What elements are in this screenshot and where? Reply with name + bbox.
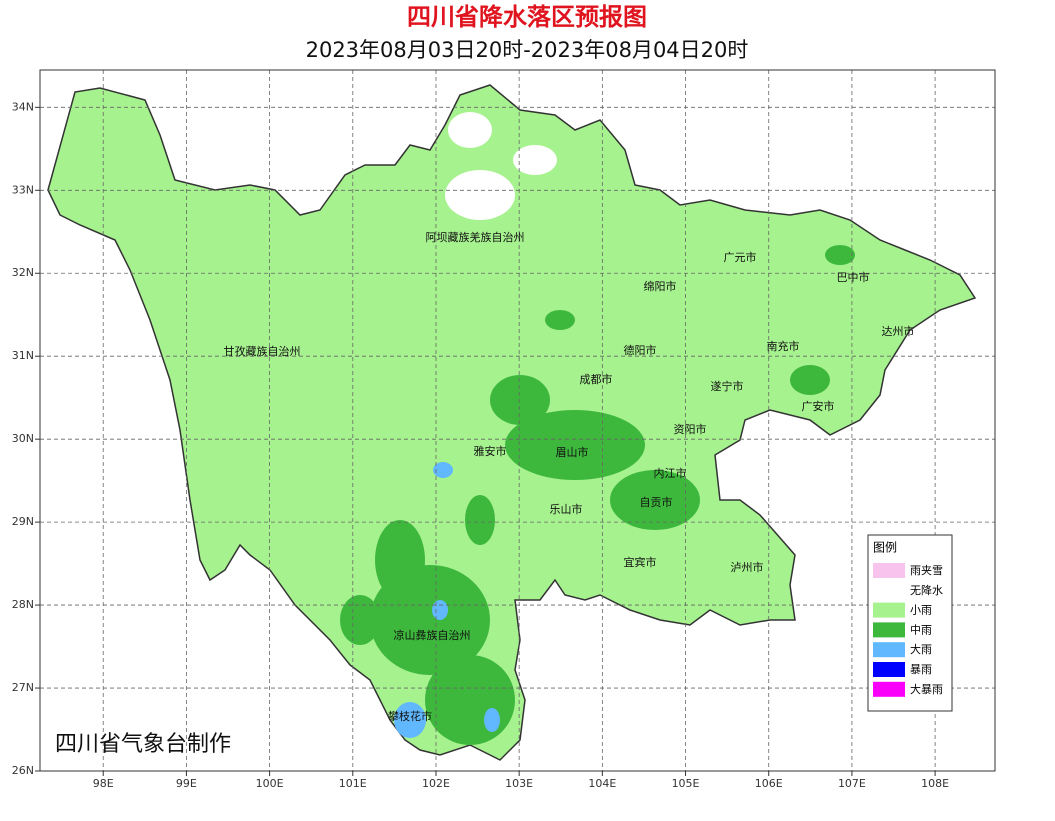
region-label: 达州市	[882, 324, 915, 338]
region-label: 宜宾市	[624, 555, 657, 569]
region-label: 广安市	[802, 399, 835, 413]
legend-label: 中雨	[910, 623, 932, 636]
credit: 四川省气象台制作	[55, 732, 231, 757]
y-tick-label: 30N	[12, 432, 34, 445]
y-tick-label: 34N	[12, 100, 34, 113]
legend-label: 暴雨	[910, 663, 932, 676]
subtitle: 2023年08月03日20时-2023年08月04日20时	[306, 38, 749, 62]
x-tick-label: 99E	[176, 777, 197, 790]
legend-swatch	[873, 681, 905, 697]
region-label: 阿坝藏族羌族自治州	[426, 230, 525, 244]
region-label: 内江市	[654, 466, 687, 480]
no-rain-area	[513, 145, 557, 175]
y-tick-label: 31N	[12, 349, 34, 362]
region-label: 德阳市	[624, 343, 657, 357]
x-tick-label: 100E	[256, 777, 284, 790]
legend-label: 大雨	[910, 642, 932, 656]
map-area: 98E 99E 100E 101E 102E 103E 104E 105E 106E 107E 10…	[12, 70, 995, 790]
x-tick-label: 102E	[422, 777, 450, 790]
legend-swatch	[873, 582, 905, 598]
legend-label: 无降水	[910, 583, 943, 597]
moderate-rain-area	[375, 520, 425, 600]
x-tick-label: 101E	[339, 777, 367, 790]
legend-swatch	[873, 622, 905, 638]
moderate-rain-area	[505, 410, 645, 480]
title: 四川省降水落区预报图	[407, 3, 647, 31]
x-tick-label: 106E	[755, 777, 783, 790]
no-rain-area	[448, 112, 492, 148]
y-tick-label: 29N	[12, 515, 34, 528]
x-tick-label: 105E	[672, 777, 700, 790]
no-rain-area	[445, 170, 515, 220]
moderate-rain-area	[465, 495, 495, 545]
region-label: 广元市	[724, 250, 757, 264]
y-tick-label: 32N	[12, 266, 34, 279]
moderate-rain-area	[340, 595, 380, 645]
heavy-rain-area	[484, 708, 500, 732]
moderate-rain-area	[425, 655, 515, 745]
moderate-rain-area	[825, 245, 855, 265]
region-label: 巴中市	[837, 270, 870, 284]
legend-label: 雨夹雪	[910, 564, 943, 577]
legend-swatch	[873, 602, 905, 618]
legend-swatch	[873, 662, 905, 677]
moderate-rain-area	[490, 375, 550, 425]
map-frame	[39, 69, 996, 772]
region-label: 乐山市	[550, 502, 583, 516]
region-label: 攀枝花市	[388, 709, 432, 723]
legend-swatch	[873, 563, 905, 578]
heavy-rain-area	[394, 702, 426, 738]
moderate-rain-area	[610, 470, 700, 530]
x-tick-label: 104E	[588, 777, 616, 790]
y-tick-label: 28N	[12, 598, 34, 611]
region-label: 雅安市	[474, 444, 507, 458]
legend-title: 图例	[873, 541, 897, 555]
x-tick-label: 103E	[505, 777, 533, 790]
legend-label: 大暴雨	[910, 682, 943, 696]
y-tick-label: 33N	[12, 183, 34, 196]
x-tick-label: 107E	[838, 777, 866, 790]
y-tick-label: 27N	[12, 681, 34, 694]
legend-label: 小雨	[910, 604, 932, 617]
region-label: 凉山彝族自治州	[394, 628, 471, 642]
region-label: 资阳市	[674, 422, 707, 436]
region-label: 泸州市	[731, 560, 764, 574]
x-tick-label: 98E	[93, 777, 114, 790]
moderate-rain-area	[790, 365, 830, 395]
region-label: 遂宁市	[711, 379, 744, 393]
region-label: 成都市	[580, 372, 613, 386]
region-label: 眉山市	[556, 445, 589, 459]
x-tick-label: 108E	[921, 777, 949, 790]
heavy-rain-area	[432, 600, 448, 620]
y-tick-label: 26N	[12, 764, 34, 777]
region-label: 甘孜藏族自治州	[224, 344, 301, 358]
region-label: 南充市	[767, 339, 800, 353]
legend-swatch	[873, 642, 905, 658]
region-label: 绵阳市	[644, 279, 677, 293]
moderate-rain-area	[545, 310, 575, 330]
region-label: 自贡市	[640, 495, 673, 509]
heavy-rain-area	[433, 462, 453, 478]
